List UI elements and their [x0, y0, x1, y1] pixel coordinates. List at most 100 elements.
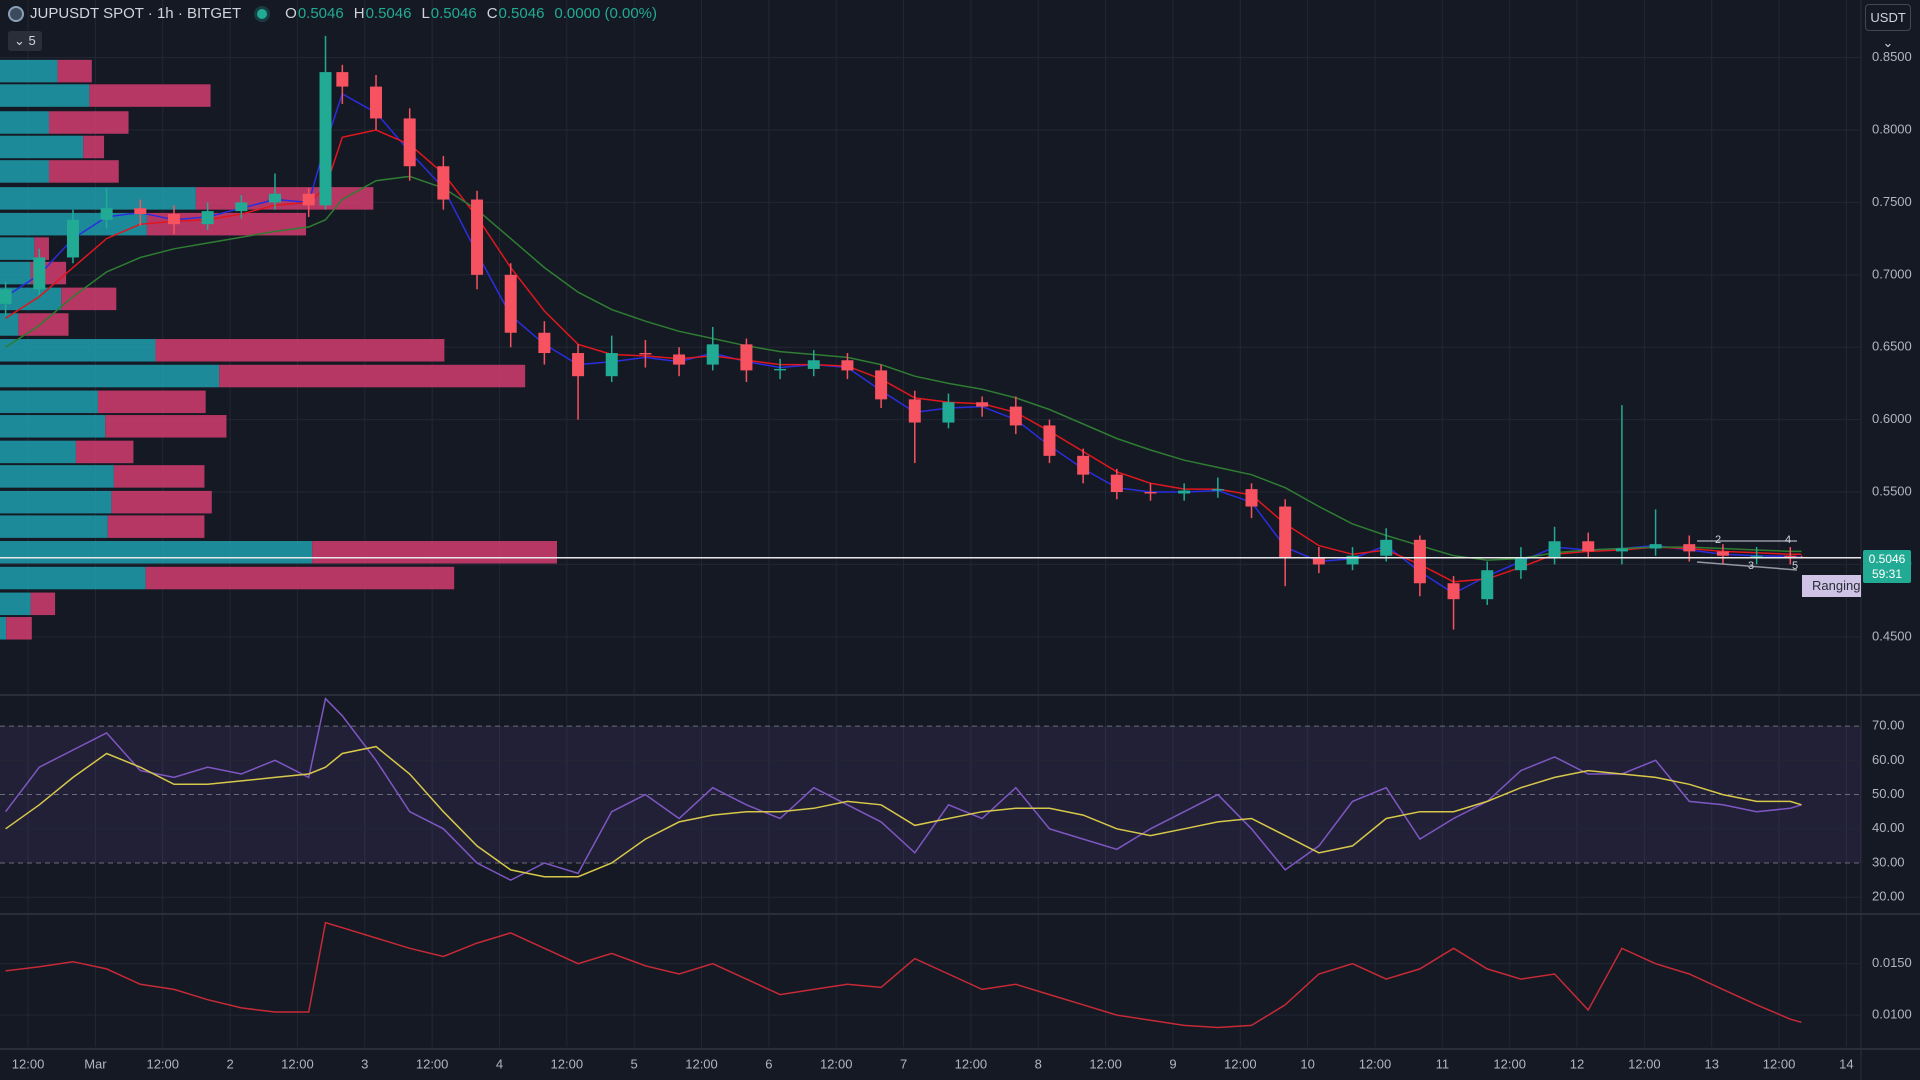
x-tick-label: 12:00: [955, 1056, 988, 1071]
candle-body: [370, 86, 383, 119]
profile-buy: [0, 135, 84, 159]
profile-buy: [0, 160, 49, 183]
indicator-line: [5, 697, 1802, 882]
candle-body: [1211, 489, 1224, 491]
profile-sell: [145, 566, 455, 590]
x-tick-label: 12:00: [146, 1056, 179, 1071]
profile-sell: [97, 390, 206, 414]
x-tick-label: 12:00: [1493, 1056, 1526, 1071]
y-tick-label: 0.8000: [1872, 121, 1912, 136]
candle-body: [100, 208, 113, 220]
annotation: Ranging C: [1802, 575, 1861, 597]
profile-buy: [0, 261, 31, 285]
x-tick-label: 6: [765, 1056, 772, 1071]
ohlc-label: H: [353, 5, 365, 22]
profile-buy: [0, 364, 220, 388]
profile-buy: [0, 617, 7, 640]
candle-body: [1447, 583, 1460, 600]
y-tick-label: 40.00: [1872, 820, 1905, 835]
y-tick-label: 20.00: [1872, 889, 1905, 904]
x-tick-label: 12: [1570, 1056, 1584, 1071]
x-tick-label: 12:00: [551, 1056, 584, 1071]
profile-sell: [105, 415, 227, 438]
x-tick-label: 13: [1704, 1056, 1718, 1071]
candle-body: [605, 353, 618, 377]
candle-body: [1245, 489, 1258, 507]
x-tick-label: 12:00: [685, 1056, 718, 1071]
candle-body: [0, 289, 12, 304]
profile-buy: [0, 390, 98, 414]
candle-body: [1750, 555, 1763, 557]
indicators-toggle[interactable]: ⌄ 5: [8, 31, 42, 51]
profile-sell: [34, 237, 49, 260]
ohlc-value: 0.5046: [498, 5, 545, 22]
change: 0.0000 (0.00%): [554, 5, 657, 22]
y-tick-label: 70.00: [1872, 718, 1905, 733]
ohlc-close: C 0.5046: [487, 5, 545, 22]
ohlc-value: 0.5046: [365, 5, 412, 22]
profile-buy: [0, 592, 31, 616]
candle-body: [319, 72, 332, 206]
profile-buy: [0, 287, 62, 311]
profile-buy: [0, 187, 196, 210]
y-tick-label: 0.0100: [1872, 1007, 1912, 1022]
candle-body: [1582, 541, 1595, 552]
candle-body: [1716, 551, 1729, 556]
x-tick-label: 4: [496, 1056, 503, 1071]
y-tick-label: 0.4500: [1872, 628, 1912, 643]
candle-body: [437, 166, 450, 200]
profile-buy: [0, 440, 76, 464]
indicator-line: [5, 921, 1802, 1029]
profile-sell: [48, 111, 129, 134]
pattern-label: 5: [1792, 560, 1798, 572]
candle-body: [807, 360, 820, 369]
profile-sell: [61, 287, 117, 311]
currency-select[interactable]: USDT ⌄: [1865, 4, 1911, 50]
x-tick-label: Mar: [84, 1056, 107, 1071]
candle-body: [774, 368, 787, 371]
candle-body: [1548, 541, 1561, 558]
ohlc-value: 0.5046: [297, 5, 344, 22]
candle-body: [134, 208, 147, 215]
profile-sell: [18, 313, 69, 336]
candle-body: [403, 118, 416, 167]
x-tick-label: 14: [1839, 1056, 1853, 1071]
y-tick-label: 0.8500: [1872, 49, 1912, 64]
candle-body: [572, 353, 585, 377]
pattern-label: 2: [1715, 534, 1721, 546]
pattern-label: 3: [1748, 560, 1754, 572]
x-tick-label: 12:00: [12, 1056, 45, 1071]
candle-body: [33, 257, 46, 290]
candle-body: [268, 193, 281, 203]
pattern-label: 4: [1785, 534, 1791, 546]
candle-body: [1312, 557, 1325, 565]
candle-body: [875, 370, 888, 400]
ohlc-label: C: [486, 5, 498, 22]
candle-body: [66, 219, 79, 258]
y-tick-label: 50.00: [1872, 786, 1905, 801]
x-tick-label: 11: [1436, 1056, 1450, 1071]
symbol[interactable]: JUPUSDT SPOT · 1h · BITGET: [30, 5, 242, 22]
ohlc-value: 0.5046: [430, 5, 477, 22]
last-price: 0.5046: [1868, 551, 1906, 566]
profile-sell: [89, 84, 211, 107]
candle-body: [740, 344, 753, 371]
x-tick-label: 12:00: [1763, 1056, 1796, 1071]
candle-body: [1784, 555, 1797, 557]
profile-sell: [48, 160, 119, 183]
y-tick-label: 0.0150: [1872, 955, 1912, 970]
profile-sell: [219, 364, 526, 388]
x-tick-label: 3: [361, 1056, 368, 1071]
candle-body: [706, 344, 719, 365]
y-tick-label: 0.7000: [1872, 266, 1912, 281]
profile-buy: [0, 465, 114, 488]
x-tick-label: 12:00: [281, 1056, 314, 1071]
x-tick-label: 9: [1169, 1056, 1176, 1071]
profile-buy: [0, 541, 313, 564]
x-tick-label: 12:00: [1089, 1056, 1122, 1071]
y-tick-label: 0.5500: [1872, 483, 1912, 498]
profile-sell: [113, 465, 205, 488]
symbol-icon: [8, 5, 24, 22]
